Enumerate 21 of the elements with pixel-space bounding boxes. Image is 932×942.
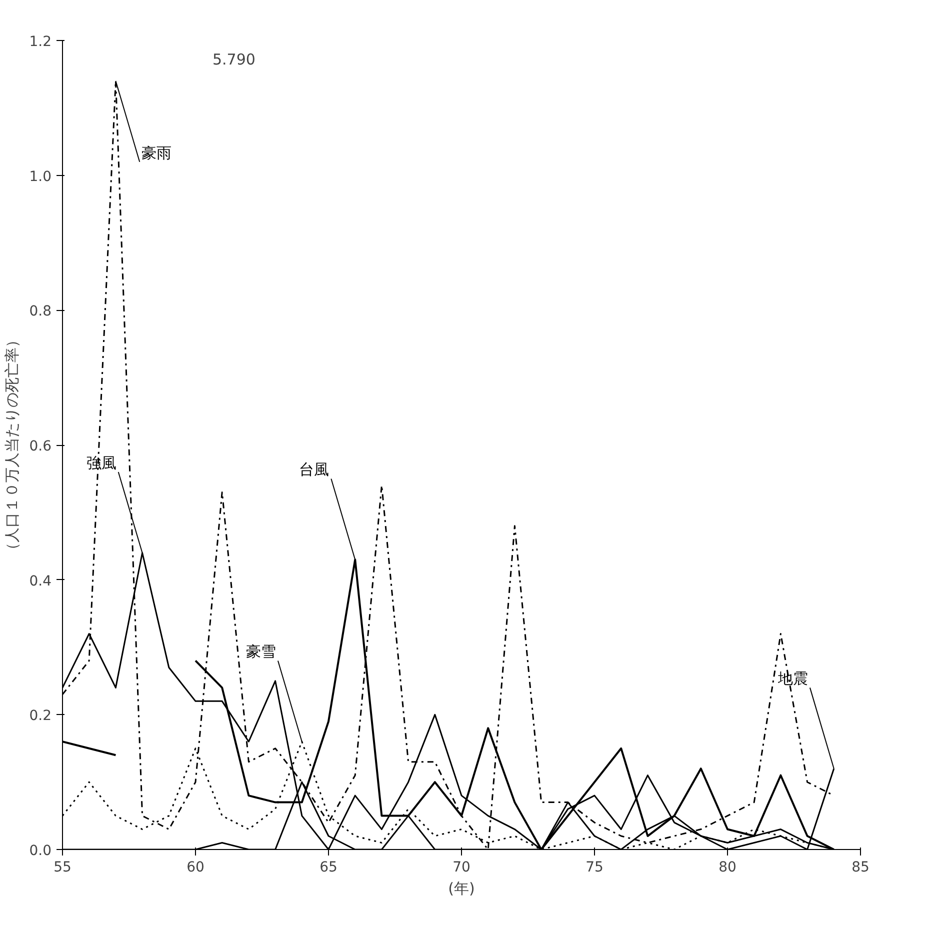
text: 豪雪: [246, 642, 276, 661]
x-tick-label: 70: [452, 860, 470, 876]
y-tick-label: 0.0: [29, 843, 52, 859]
y-tick-label: 0.6: [29, 438, 52, 454]
text: 台風: [299, 460, 330, 479]
y-tick-label: 1.2: [29, 34, 52, 50]
y-tick-label: 0.2: [29, 708, 52, 724]
y-tick-label: 0.8: [29, 304, 52, 320]
x-tick-label: 65: [320, 860, 338, 876]
text: 強風: [86, 454, 116, 472]
x-tick-label: 85: [852, 860, 870, 876]
x-tick-label: 55: [54, 860, 72, 876]
annotation: 5.790: [212, 50, 256, 68]
y-tick-label: 1.0: [29, 168, 52, 185]
x-axis-title: (年): [448, 880, 475, 898]
y-axis-title: （人口１０万人当たりの死亡率）: [3, 332, 22, 558]
y-tick-label: 0.4: [29, 573, 52, 590]
series-label: 豪雨: [142, 144, 172, 162]
x-tick-label: 80: [718, 860, 736, 876]
x-tick-label: 75: [586, 860, 604, 876]
x-tick-label: 60: [186, 860, 204, 876]
